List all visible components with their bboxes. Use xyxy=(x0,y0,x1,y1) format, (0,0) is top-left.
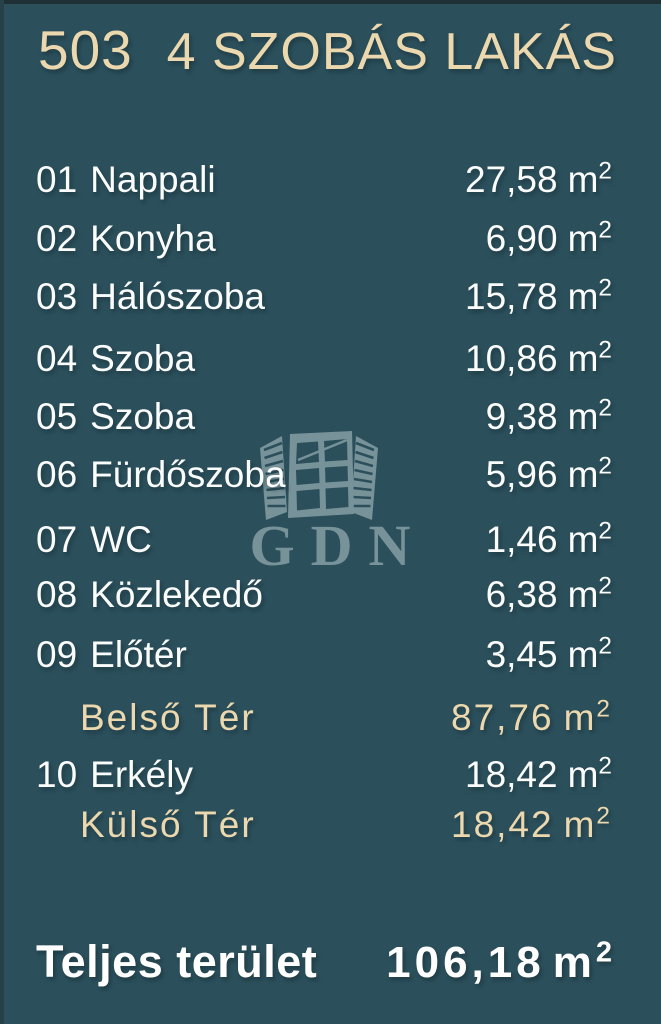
room-number: 09 xyxy=(36,634,78,675)
room-name: Erkély xyxy=(90,754,193,795)
total-label: Teljes terület xyxy=(36,936,318,987)
room-area: 27,58 m2 xyxy=(465,157,612,200)
subtotal-row-belso-ter: Belső Tér 87,76 m2 xyxy=(36,697,612,739)
room-number: 04 xyxy=(36,338,78,379)
room-area: 3,45 m2 xyxy=(485,632,612,675)
room-label: 08 Közlekedő xyxy=(36,574,263,616)
room-label: 02 Konyha xyxy=(36,218,216,260)
room-name: Fürdőszoba xyxy=(90,454,286,495)
top-edge-border xyxy=(0,0,661,4)
room-row: 01 Nappali 27,58 m2 xyxy=(36,159,612,201)
room-label: 09 Előtér xyxy=(36,634,187,676)
room-name: Hálószoba xyxy=(90,276,265,317)
subtotal-label: Külső Tér xyxy=(36,804,256,846)
room-row: 05 Szoba 9,38 m2 xyxy=(36,396,612,438)
room-area: 18,42 m2 xyxy=(465,752,612,795)
room-area: 1,46 m2 xyxy=(485,517,612,560)
room-label: 07 WC xyxy=(36,519,152,561)
room-label: 03 Hálószoba xyxy=(36,276,265,318)
room-label: 05 Szoba xyxy=(36,396,195,438)
room-name: Nappali xyxy=(90,159,216,200)
flat-type-title: 4 SZOBÁS LAKÁS xyxy=(166,23,617,81)
open-window-icon xyxy=(260,431,378,520)
room-name: Szoba xyxy=(90,396,196,437)
room-name: WC xyxy=(90,519,152,560)
watermark-brand-text: GDN xyxy=(249,513,427,578)
room-row: 04 Szoba 10,86 m2 xyxy=(36,338,612,380)
room-label: 01 Nappali xyxy=(36,159,216,201)
room-number: 10 xyxy=(36,754,78,795)
room-area: 6,90 m2 xyxy=(485,216,612,259)
left-edge-border xyxy=(0,0,4,1024)
room-area: 9,38 m2 xyxy=(485,394,612,437)
room-row: 06 Fürdőszoba 5,96 m2 xyxy=(36,454,612,496)
sheet-header: 503 4 SZOBÁS LAKÁS xyxy=(38,18,617,82)
subtotal-name: Külső Tér xyxy=(80,804,256,845)
room-number: 03 xyxy=(36,276,78,317)
room-area: 15,78 m2 xyxy=(465,274,612,317)
room-label: 10 Erkély xyxy=(36,754,193,796)
room-number: 01 xyxy=(36,159,78,200)
subtotal-label: Belső Tér xyxy=(36,697,256,739)
room-number: 08 xyxy=(36,574,78,615)
room-number: 07 xyxy=(36,519,78,560)
room-number: 06 xyxy=(36,454,78,495)
room-row: 02 Konyha 6,90 m2 xyxy=(36,218,612,260)
room-name: Közlekedő xyxy=(90,574,263,615)
room-name: Konyha xyxy=(90,218,216,259)
total-row: Teljes terület 106,18 m2 xyxy=(36,936,612,988)
room-row: 08 Közlekedő 6,38 m2 xyxy=(36,574,612,616)
room-row: 07 WC 1,46 m2 xyxy=(36,519,612,561)
room-name: Előtér xyxy=(90,634,187,675)
room-name: Szoba xyxy=(90,338,196,379)
room-number: 02 xyxy=(36,218,78,259)
room-label: 04 Szoba xyxy=(36,338,195,380)
room-area: 5,96 m2 xyxy=(485,452,612,495)
subtotal-area: 18,42 m2 xyxy=(451,802,612,845)
room-label: 06 Fürdőszoba xyxy=(36,454,286,496)
subtotal-row-kulso-ter: Külső Tér 18,42 m2 xyxy=(36,804,612,846)
room-number: 05 xyxy=(36,396,78,437)
room-row: 09 Előtér 3,45 m2 xyxy=(36,634,612,676)
subtotal-area: 87,76 m2 xyxy=(451,695,612,738)
room-area: 6,38 m2 xyxy=(485,572,612,615)
room-row: 03 Hálószoba 15,78 m2 xyxy=(36,276,612,318)
subtotal-name: Belső Tér xyxy=(80,697,256,738)
total-area: 106,18 m2 xyxy=(386,936,612,987)
unit-number: 503 xyxy=(38,19,133,81)
room-row: 10 Erkély 18,42 m2 xyxy=(36,754,612,796)
room-area: 10,86 m2 xyxy=(465,336,612,379)
